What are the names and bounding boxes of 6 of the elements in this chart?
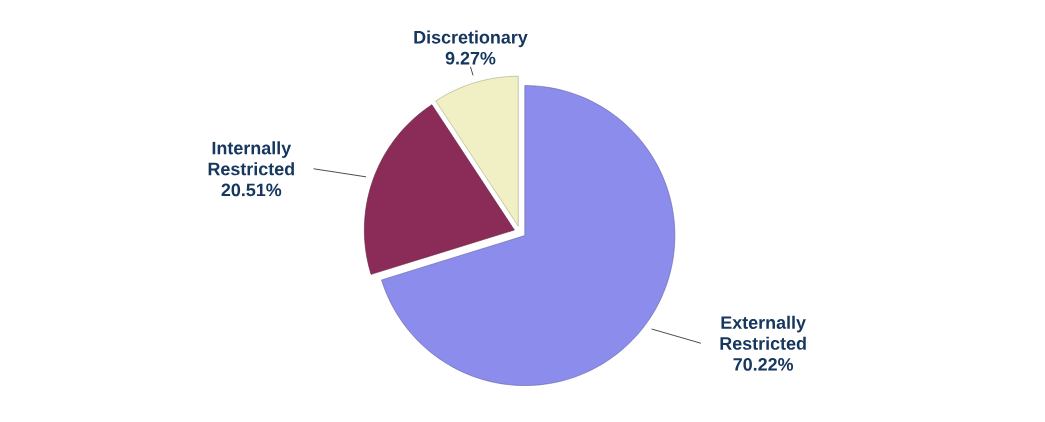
slice-label: Internally Restricted <box>208 141 294 176</box>
data-label: 9.27% <box>445 51 496 65</box>
data-label: 70.22% <box>733 358 794 371</box>
slice-label: Externally Restricted <box>720 315 806 350</box>
data-label: 20.51% <box>221 183 282 197</box>
slice-label: Discretionary <box>414 30 528 48</box>
